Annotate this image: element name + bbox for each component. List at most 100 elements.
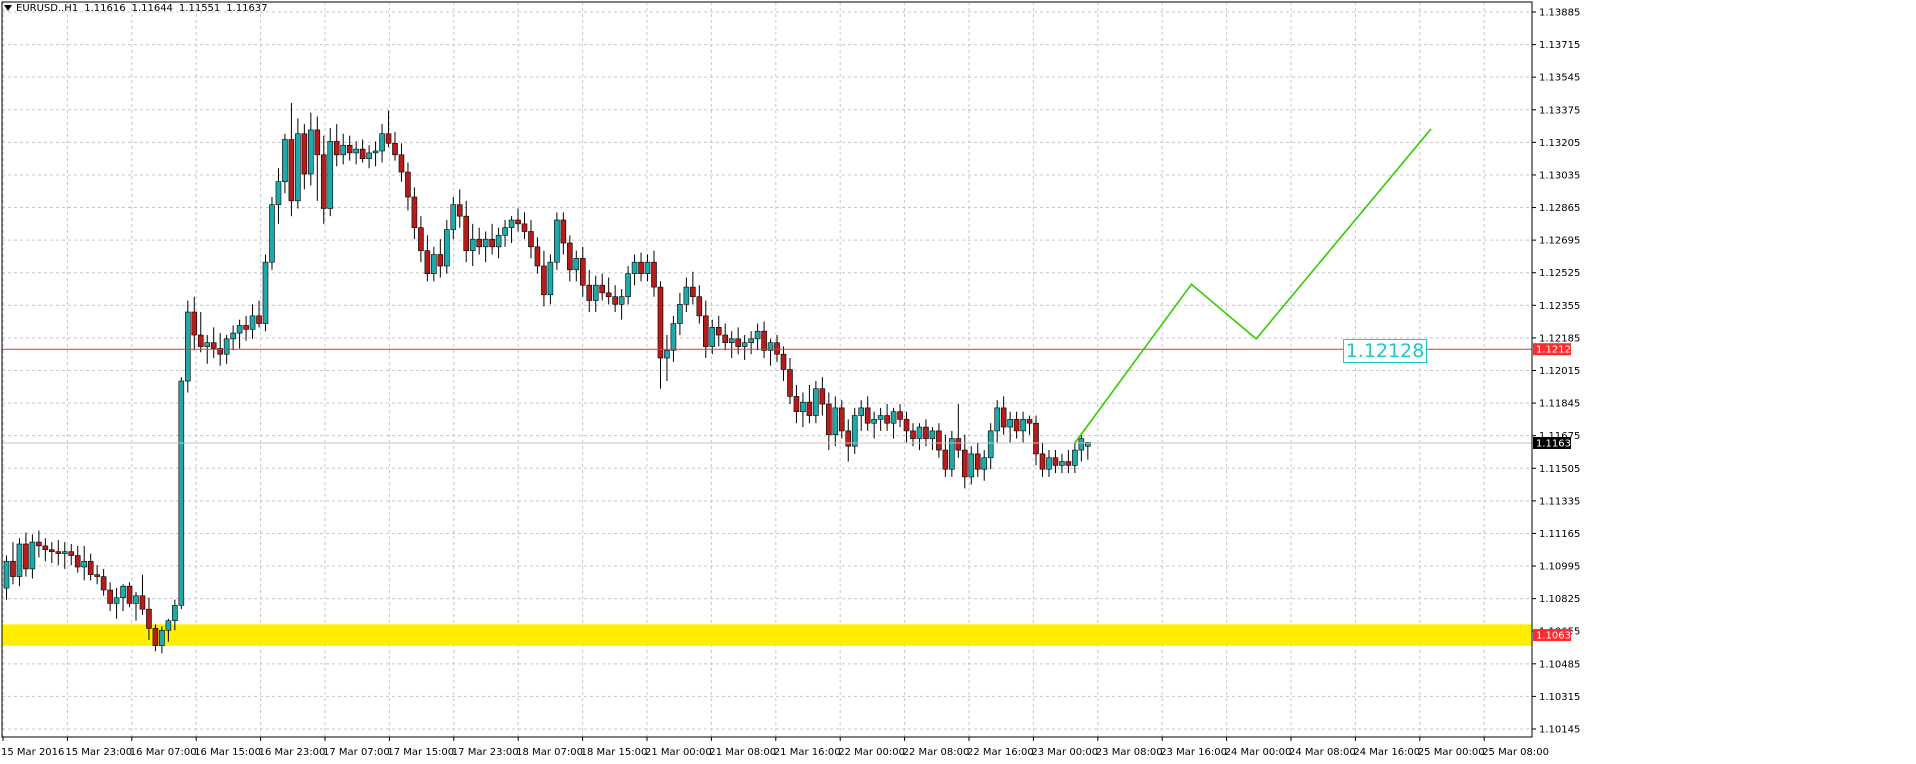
y-tick-label: 1.11505 [1539,464,1580,475]
candle-body [476,238,482,248]
candle-body [3,560,10,589]
candle-body [256,315,262,324]
y-tick-label: 1.13035 [1539,170,1580,181]
candle-body [230,332,236,340]
candle-body [411,196,418,228]
candle-body [780,353,787,370]
y-tick-label: 1.10825 [1539,594,1580,605]
candle-body [709,327,716,347]
candle-body [910,430,916,439]
candle-body [314,129,321,156]
x-tick-label: 24 Mar 00:00 [1225,747,1292,758]
y-tick-label: 1.12865 [1539,203,1580,214]
candle-body [1046,457,1052,470]
candle-body [502,227,508,236]
candle-body [884,415,890,424]
y-tick-label: 1.13715 [1539,40,1580,51]
x-tick-label: 21 Mar 16:00 [774,747,841,758]
candle-body [897,411,903,420]
candle-body [178,380,185,606]
price-annotation-label[interactable]: 1.12128 [1342,339,1428,364]
candle-body [346,144,353,154]
candle-body [1033,422,1039,455]
level-lines [2,128,1532,444]
candle-body [599,284,606,294]
candle-body [68,551,75,556]
candle-body [851,415,858,447]
y-tick-label: 1.12355 [1539,301,1580,312]
candle-body [385,133,392,144]
symbol-label: EURUSD..H1 [16,3,79,14]
x-tick-label: 23 Mar 08:00 [1096,747,1163,758]
candle-body [36,541,42,547]
candle-body [890,411,897,424]
candle-body [638,261,644,274]
candle-body [735,338,741,347]
candle-body [295,133,301,202]
candle-body [579,258,586,286]
candle-body [308,129,314,175]
candle-body [877,415,884,420]
candle-body [431,254,437,274]
candle-body [923,426,929,439]
candle-body [683,286,690,305]
candle-body [288,139,295,202]
candle-body [320,154,327,209]
y-tick-label: 1.12695 [1539,236,1580,247]
candle-body [249,315,256,330]
candle-body [774,342,780,355]
candle-body [223,338,230,355]
candle-body [651,261,657,288]
candle-body [748,338,754,344]
y-tick-label: 1.13545 [1539,73,1580,84]
candle-body [826,403,832,436]
candle-body [657,286,664,359]
x-tick-label: 15 Mar 23:00 [65,747,132,758]
candle-body [236,325,243,334]
candle-body [787,369,793,397]
candle-body [340,144,347,156]
chevron-down-icon[interactable] [4,5,12,11]
candle-body [987,430,994,459]
candle-body [981,457,988,470]
ohlc-high: 1.11644 [131,3,173,14]
candle-body [670,323,677,351]
ohlc-close: 1.11637 [226,3,268,14]
x-tick-label: 18 Mar 15:00 [581,747,648,758]
candle-body [418,227,424,251]
candle-body [482,238,489,248]
x-tick-label: 16 Mar 15:00 [194,747,261,758]
candle-body [560,219,567,244]
candle-body [107,589,113,604]
candle-body [761,330,767,351]
candle-body [631,261,638,274]
x-tick-label: 15 Mar 2016 [1,747,64,758]
candle-body [754,330,761,340]
candle-body [456,204,463,217]
candle-body [42,545,49,551]
candle-body [1039,453,1046,470]
candle-body [327,141,334,209]
candle-body [793,396,800,413]
candle-body [262,261,269,324]
candle-body [974,453,981,470]
candle-body [185,311,191,382]
y-tick-label: 1.12525 [1539,268,1580,279]
candle-body [1085,442,1091,447]
forecast-path[interactable] [1074,128,1432,444]
candle-body [832,407,839,436]
candle-body [605,292,612,297]
candle-body [586,284,593,301]
current-price-tag-box [1533,436,1571,449]
candle-body [949,438,955,470]
candle-body [217,348,223,355]
y-tick-label: 1.12185 [1539,333,1580,344]
x-tick-label: 22 Mar 08:00 [903,747,970,758]
candle-body [152,628,159,646]
candle-body [269,204,275,263]
candle-body [936,430,942,451]
x-tick-label: 25 Mar 00:00 [1418,747,1485,758]
resistance-price-tag: 1.12126 [1536,345,1577,356]
